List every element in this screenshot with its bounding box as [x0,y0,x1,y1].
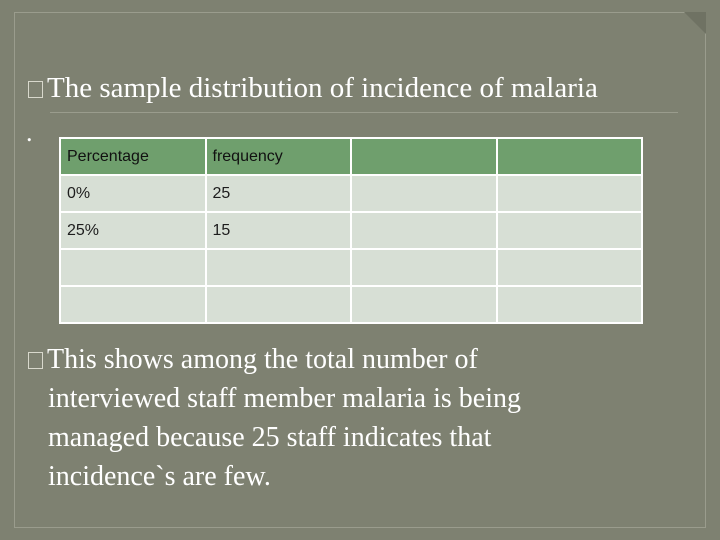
stray-dot: . [26,118,33,147]
header-cell-frequency: frequency [204,137,352,176]
table-cell [495,285,643,324]
table-cell: 25 [204,174,352,213]
table-cell: 25% [59,211,207,250]
table-cell [350,248,498,287]
table-header-row: Percentage frequency [59,137,643,176]
body-line: This shows among the total number of [28,340,668,379]
distribution-table: Percentage frequency 0% 25 25% 15 [59,137,643,324]
table-cell [204,285,352,324]
table-cell [495,248,643,287]
table-cell: 0% [59,174,207,213]
bullet-box-icon [28,81,43,98]
header-cell-empty [495,137,643,176]
table-cell [350,211,498,250]
table-cell [59,248,207,287]
body-line: managed because 25 staff indicates that [48,422,492,453]
table-cell [350,285,498,324]
body-line: interviewed staff member malaria is bein… [48,383,521,414]
bullet-box-icon [28,352,43,369]
table-cell: 15 [204,211,352,250]
title-underline [50,112,678,113]
header-cell-percentage: Percentage [59,137,207,176]
table-row [59,285,643,324]
body-line: incidence`s are few. [48,461,271,492]
header-cell-empty [350,137,498,176]
body-line-text: This shows among the total number of [47,344,478,375]
slide-frame [14,12,706,528]
table-cell [495,174,643,213]
slide-title-text: The sample distribution of incidence of … [47,72,598,104]
slide-corner-decoration [684,12,706,34]
table-row: 0% 25 [59,174,643,213]
table-cell [350,174,498,213]
body-paragraph: This shows among the total number of int… [28,340,668,496]
table-cell [59,285,207,324]
table-row [59,248,643,287]
table-cell [495,211,643,250]
table-row: 25% 15 [59,211,643,250]
slide-title: The sample distribution of incidence of … [28,72,688,105]
table-cell [204,248,352,287]
